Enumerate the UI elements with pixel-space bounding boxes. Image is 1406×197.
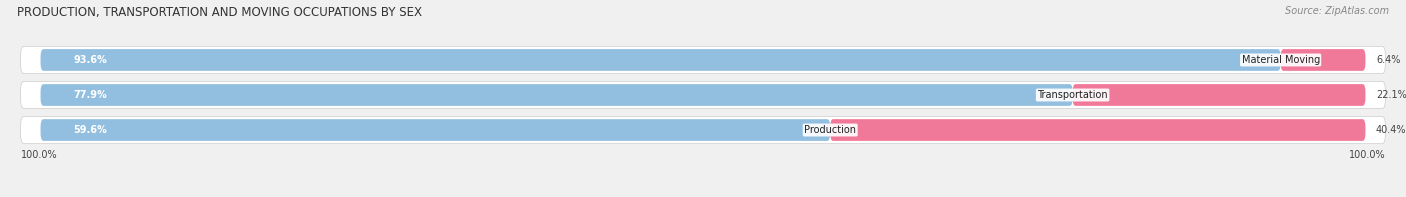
Text: 100.0%: 100.0% (1348, 150, 1385, 160)
Text: Material Moving: Material Moving (1241, 55, 1320, 65)
Text: 77.9%: 77.9% (73, 90, 107, 100)
FancyBboxPatch shape (41, 119, 830, 141)
Text: 22.1%: 22.1% (1376, 90, 1406, 100)
FancyBboxPatch shape (41, 84, 1073, 106)
Text: Source: ZipAtlas.com: Source: ZipAtlas.com (1285, 6, 1389, 16)
Text: 100.0%: 100.0% (21, 150, 58, 160)
Text: Transportation: Transportation (1038, 90, 1108, 100)
FancyBboxPatch shape (1073, 84, 1365, 106)
Text: 93.6%: 93.6% (73, 55, 107, 65)
Text: 59.6%: 59.6% (73, 125, 107, 135)
FancyBboxPatch shape (21, 81, 1385, 109)
Text: 40.4%: 40.4% (1376, 125, 1406, 135)
FancyBboxPatch shape (21, 46, 1385, 74)
Text: 6.4%: 6.4% (1376, 55, 1400, 65)
Text: PRODUCTION, TRANSPORTATION AND MOVING OCCUPATIONS BY SEX: PRODUCTION, TRANSPORTATION AND MOVING OC… (17, 6, 422, 19)
FancyBboxPatch shape (41, 49, 1281, 71)
FancyBboxPatch shape (21, 116, 1385, 144)
FancyBboxPatch shape (1281, 49, 1365, 71)
FancyBboxPatch shape (830, 119, 1365, 141)
Text: Production: Production (804, 125, 856, 135)
